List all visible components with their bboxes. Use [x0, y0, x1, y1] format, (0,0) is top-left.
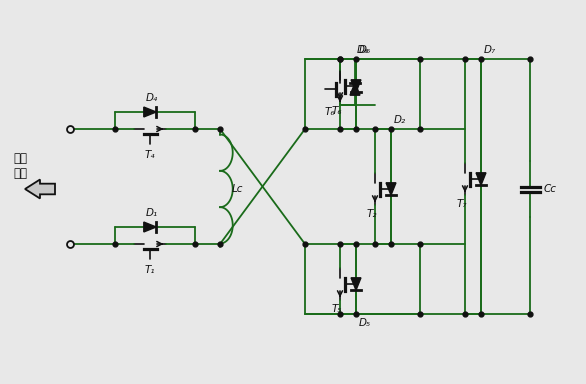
Text: D₂: D₂ [394, 115, 406, 125]
Text: D₆: D₆ [357, 45, 369, 55]
Polygon shape [351, 278, 361, 290]
Polygon shape [351, 80, 361, 92]
Text: Lc: Lc [232, 184, 244, 194]
Text: T₂: T₂ [367, 209, 377, 219]
Text: D₁: D₁ [146, 208, 158, 218]
Text: 接逆
变器: 接逆 变器 [13, 152, 27, 180]
Text: T₆: T₆ [325, 107, 335, 117]
Text: T₅: T₅ [332, 304, 342, 314]
Polygon shape [476, 173, 486, 185]
Text: D₆: D₆ [359, 45, 371, 55]
Text: T₇: T₇ [456, 199, 467, 209]
Text: T₁: T₁ [145, 265, 155, 275]
Text: T₆: T₆ [332, 106, 342, 116]
Text: Cc: Cc [544, 184, 557, 194]
Text: D₇: D₇ [484, 45, 496, 55]
Polygon shape [144, 107, 156, 117]
Polygon shape [25, 179, 55, 199]
Text: D₄: D₄ [146, 93, 158, 103]
Polygon shape [144, 222, 156, 232]
Text: D₅: D₅ [359, 318, 371, 328]
Polygon shape [350, 83, 360, 95]
Polygon shape [386, 183, 396, 195]
Text: T₄: T₄ [145, 150, 155, 160]
